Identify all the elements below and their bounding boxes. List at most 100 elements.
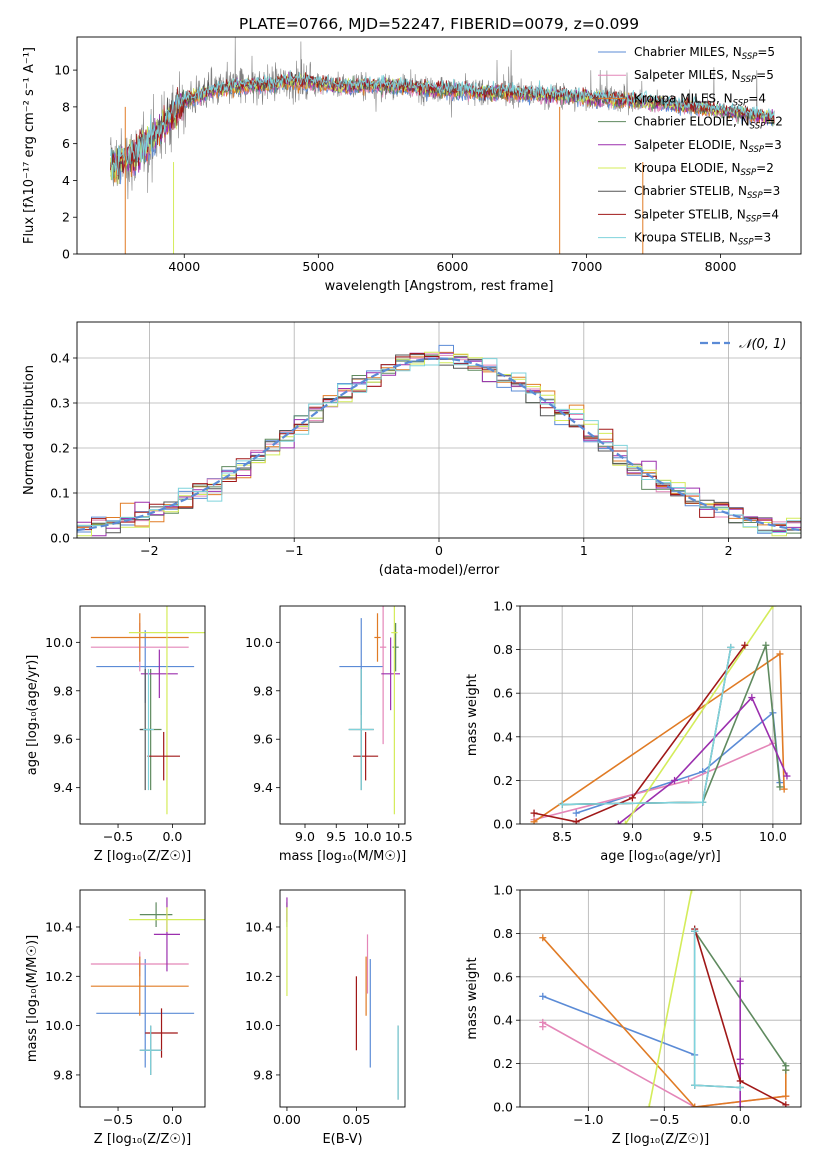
weight-marker — [776, 783, 784, 791]
weight-series-5 — [617, 696, 788, 824]
y-tick-label: 10.2 — [45, 969, 73, 984]
y-tick-label: 10.2 — [245, 969, 273, 984]
plot-area — [520, 606, 801, 824]
x-tick-label: 2 — [725, 543, 733, 558]
weight-series-8 — [533, 644, 746, 823]
legend-entry: 𝒩(0, 1) — [739, 337, 786, 352]
weight-marker — [780, 785, 788, 793]
y-tick-label: 6 — [62, 136, 70, 151]
weight-marker — [783, 772, 791, 780]
axes-frame — [519, 605, 802, 825]
x-tick-label: 7000 — [571, 259, 603, 274]
x-tick-label: 5000 — [302, 259, 334, 274]
y-tick-label: 10.0 — [45, 1018, 73, 1033]
legend-entry: Kroupa MILES, NSSP=4 — [634, 91, 766, 108]
y-tick-label: 0.2 — [50, 441, 70, 456]
errorbar-point — [374, 613, 381, 662]
x-tick-label: 1 — [580, 543, 588, 558]
y-axis-label: mass weight — [465, 674, 480, 756]
weight-marker — [782, 1092, 790, 1100]
y-tick-label: 0.2 — [493, 1056, 513, 1071]
errorbar-point — [391, 606, 398, 815]
weight-marker — [628, 794, 636, 802]
plot-area — [110, 37, 775, 254]
x-tick-label: 10.0 — [759, 829, 787, 844]
weight-marker — [782, 1066, 790, 1074]
weight-marker — [645, 1103, 653, 1107]
errorbar-point — [392, 622, 399, 672]
axes-frame — [279, 889, 406, 1108]
x-tick-label: 0.0 — [162, 1112, 182, 1127]
x-axis-label: Z [log₁₀(Z/Z☉)] — [94, 849, 191, 864]
y-tick-label: 0.3 — [50, 396, 70, 411]
weight-marker — [736, 1060, 744, 1068]
weight-marker — [748, 694, 756, 702]
weight-marker — [691, 927, 699, 935]
y-tick-label: 8 — [62, 99, 70, 114]
legend-entry: Chabrier MILES, NSSP=5 — [634, 45, 775, 62]
errorbar-point — [353, 731, 379, 781]
errorbar-point — [139, 1025, 162, 1075]
model-spectrum-8 — [110, 71, 775, 176]
weight-marker — [671, 776, 679, 784]
x-tick-label: 0.05 — [342, 1112, 370, 1127]
errorbar-point — [348, 668, 374, 791]
y-tick-label: 4 — [62, 173, 70, 188]
weight-marker — [782, 1101, 790, 1107]
x-tick-label: −2 — [140, 543, 158, 558]
x-tick-label: 0.0 — [730, 1112, 750, 1127]
z-vs-mass-panel: −0.5 0.0 9.8 10.0 10.2 10.4 Z [log₁₀(Z/Z☉)] mas… — [25, 889, 206, 1147]
weight-marker — [736, 1103, 744, 1107]
weight-marker — [769, 606, 777, 610]
x-tick-label: −1 — [285, 543, 303, 558]
x-tick-label: 8000 — [705, 259, 737, 274]
spectrum-panel: PLATE=0766, MJD=52247, FIBERID=0079, z=0… — [22, 15, 802, 294]
axes-frame — [279, 605, 406, 825]
residual-histogram-9 — [77, 358, 801, 533]
y-axis-label: mass weight — [465, 957, 480, 1039]
weight-marker — [614, 820, 622, 824]
errorbar-point — [147, 731, 180, 781]
y-tick-label: 10.0 — [45, 635, 73, 650]
x-tick-label: 0 — [435, 543, 443, 558]
legend-entry: Chabrier STELIB, NSSP=3 — [634, 184, 780, 201]
y-tick-label: 9.6 — [253, 732, 273, 747]
weight-marker — [776, 650, 784, 658]
y-tick-label: 0.0 — [493, 817, 513, 832]
ebv-vs-mass-panel: 0.00 0.05 9.8 10.0 10.2 10.4 E(B-V) — [245, 889, 406, 1147]
age-vs-mass-weight-panel: 8.5 9.0 9.5 10.0 0.0 0.2 0.4 0.6 0.8 1.0 age [log₁… — [465, 599, 802, 864]
y-tick-label: 0.8 — [493, 642, 513, 657]
legend-entry: Kroupa STELIB, NSSP=3 — [634, 231, 771, 248]
x-axis-label: age [log₁₀(age/yr)] — [600, 849, 721, 864]
plot-area — [339, 606, 400, 815]
weight-series-1 — [575, 711, 781, 814]
y-tick-label: 10 — [54, 63, 70, 78]
errorbar-point — [140, 649, 178, 699]
errorbar-point — [96, 959, 195, 1068]
legend-entry: Salpeter STELIB, NSSP=4 — [634, 207, 779, 224]
weight-marker — [530, 809, 538, 817]
plot-area — [77, 322, 801, 538]
y-tick-label: 0.6 — [493, 686, 513, 701]
weight-marker — [685, 776, 693, 784]
x-tick-label: −0.5 — [103, 829, 133, 844]
legend-entry: Salpeter MILES, NSSP=5 — [634, 68, 774, 85]
x-tick-label: 9.5 — [693, 829, 713, 844]
residual-histogram-panel: 𝒩(0, 1) −2 −1 0 1 2 0.0 0.1 0.2 0.3 0.4 (data-model… — [22, 321, 802, 578]
x-tick-label: −1.0 — [573, 1112, 603, 1127]
y-axis-label: mass [log₁₀(M/M☉)] — [25, 935, 40, 1062]
residual-legend: 𝒩(0, 1) — [700, 337, 786, 352]
plot-area — [286, 897, 399, 1100]
weight-marker — [572, 809, 580, 817]
x-tick-label: 10.0 — [354, 829, 382, 844]
x-axis-label: wavelength [Angstrom, rest frame] — [325, 279, 554, 294]
x-tick-label: −0.5 — [103, 1112, 133, 1127]
x-tick-label: −0.5 — [649, 1112, 679, 1127]
weight-series-1 — [542, 995, 695, 1056]
x-tick-label: 9.0 — [295, 829, 315, 844]
x-tick-label: 9.0 — [622, 829, 642, 844]
spectrum-legend: Chabrier MILES, NSSP=5 Salpeter MILES, NS… — [598, 45, 783, 248]
errorbar-point — [90, 613, 189, 662]
weight-marker — [530, 818, 538, 824]
errorbar-point — [143, 668, 154, 791]
